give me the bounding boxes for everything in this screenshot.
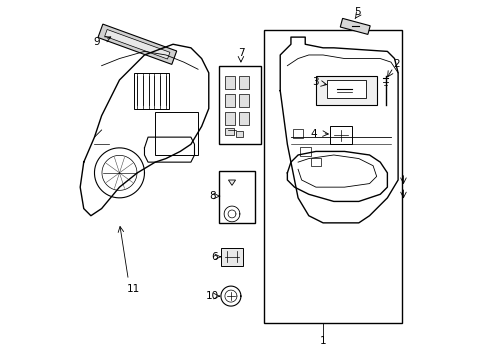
- Text: 10: 10: [205, 291, 219, 301]
- Bar: [310, 158, 321, 166]
- Bar: [292, 129, 303, 138]
- Bar: [219, 66, 260, 144]
- Bar: [219, 171, 255, 223]
- Bar: [239, 76, 248, 89]
- Bar: [239, 94, 248, 107]
- Bar: [224, 94, 234, 107]
- Bar: [264, 30, 401, 323]
- Text: 7: 7: [237, 48, 244, 58]
- Text: 9: 9: [93, 37, 100, 48]
- Text: 2: 2: [392, 59, 399, 69]
- Text: 3: 3: [312, 77, 319, 87]
- Bar: [224, 112, 234, 125]
- Text: 4: 4: [310, 129, 317, 139]
- Bar: [326, 80, 365, 98]
- Bar: [329, 126, 351, 144]
- Bar: [299, 147, 310, 156]
- Bar: [239, 112, 248, 125]
- Bar: [221, 248, 242, 266]
- Polygon shape: [104, 30, 170, 59]
- Text: 8: 8: [208, 191, 215, 201]
- Text: 6: 6: [210, 252, 217, 262]
- Polygon shape: [228, 180, 235, 185]
- Bar: [224, 76, 234, 89]
- Polygon shape: [98, 24, 176, 64]
- Text: 1: 1: [319, 337, 325, 346]
- Bar: [315, 76, 376, 105]
- Polygon shape: [340, 18, 369, 35]
- Bar: [224, 128, 233, 135]
- Text: 5: 5: [353, 7, 360, 17]
- Bar: [134, 73, 169, 109]
- Text: 11: 11: [127, 284, 140, 294]
- Bar: [155, 112, 198, 155]
- Bar: [235, 131, 242, 137]
